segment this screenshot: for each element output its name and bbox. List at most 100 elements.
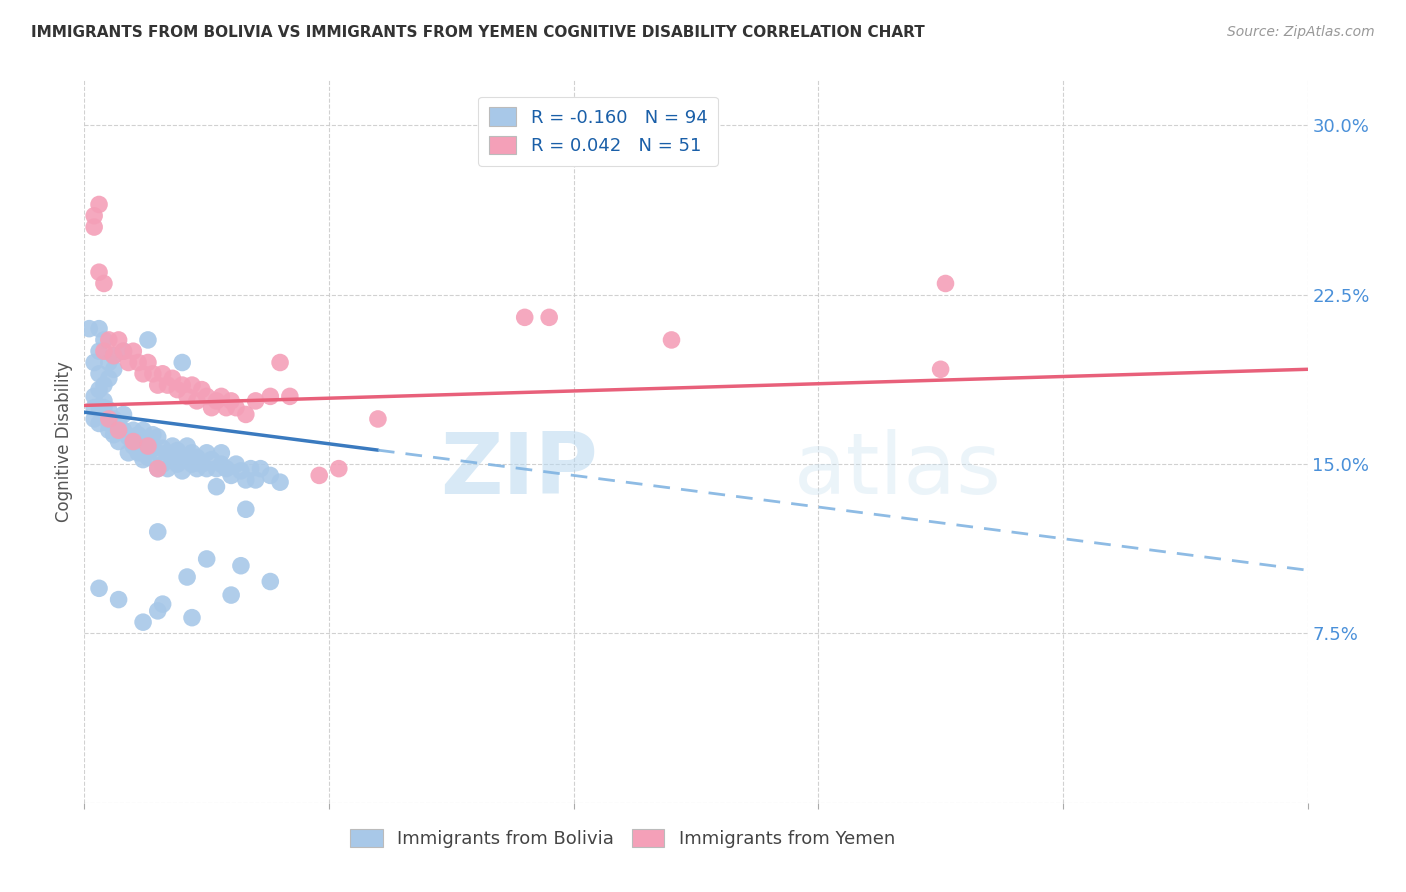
Point: [172, 450, 194, 465]
Point: [156, 446, 179, 460]
Point: [176, 389, 198, 403]
Point: [146, 378, 169, 392]
Point: [103, 412, 125, 426]
Point: [107, 592, 129, 607]
Point: [934, 277, 956, 291]
Legend: Immigrants from Bolivia, Immigrants from Yemen: Immigrants from Bolivia, Immigrants from…: [343, 822, 903, 855]
Point: [136, 450, 159, 465]
Point: [166, 383, 188, 397]
Point: [209, 457, 232, 471]
Point: [83, 412, 105, 426]
Point: [176, 570, 198, 584]
Point: [235, 473, 257, 487]
Point: [136, 439, 159, 453]
Point: [195, 461, 218, 475]
Point: [156, 378, 179, 392]
Point: [127, 355, 149, 369]
Point: [146, 430, 169, 444]
Point: [929, 362, 952, 376]
Point: [219, 468, 242, 483]
Point: [146, 461, 169, 475]
Point: [103, 362, 125, 376]
Point: [77, 321, 100, 335]
Point: [181, 610, 204, 624]
Point: [93, 408, 115, 422]
Point: [209, 446, 232, 460]
Point: [172, 464, 194, 478]
Point: [166, 443, 188, 458]
Point: [259, 574, 281, 589]
Point: [93, 344, 115, 359]
Point: [181, 446, 204, 460]
Point: [245, 473, 267, 487]
Point: [93, 277, 115, 291]
Point: [186, 461, 208, 475]
Point: [97, 371, 120, 385]
Point: [93, 333, 115, 347]
Point: [200, 452, 222, 467]
Point: [186, 393, 208, 408]
Point: [219, 588, 242, 602]
Point: [225, 401, 247, 415]
Point: [122, 423, 145, 437]
Point: [229, 558, 252, 573]
Point: [172, 378, 194, 392]
Point: [235, 408, 257, 422]
Point: [367, 412, 389, 426]
Point: [205, 480, 228, 494]
Point: [97, 417, 120, 431]
Point: [245, 393, 267, 408]
Point: [259, 389, 281, 403]
Point: [219, 393, 242, 408]
Point: [269, 475, 291, 490]
Point: [117, 355, 139, 369]
Point: [162, 439, 184, 453]
Point: [132, 615, 155, 630]
Point: [97, 355, 120, 369]
Point: [152, 457, 174, 471]
Point: [176, 439, 198, 453]
Point: [112, 344, 135, 359]
Point: [146, 461, 169, 475]
Point: [122, 434, 145, 449]
Point: [166, 457, 188, 471]
Point: [239, 461, 262, 475]
Point: [181, 378, 204, 392]
Point: [200, 401, 222, 415]
Point: [249, 461, 271, 475]
Point: [83, 401, 105, 415]
Point: [83, 220, 105, 235]
Point: [661, 333, 683, 347]
Point: [93, 401, 115, 415]
Point: [259, 468, 281, 483]
Point: [152, 597, 174, 611]
Point: [538, 310, 561, 325]
Point: [97, 423, 120, 437]
Point: [87, 265, 110, 279]
Point: [152, 442, 174, 456]
Point: [97, 333, 120, 347]
Point: [195, 446, 218, 460]
Point: [136, 434, 159, 449]
Point: [136, 333, 159, 347]
Point: [215, 401, 238, 415]
Point: [205, 461, 228, 475]
Point: [308, 468, 330, 483]
Point: [107, 434, 129, 449]
Point: [142, 367, 165, 381]
Point: [107, 333, 129, 347]
Point: [117, 446, 139, 460]
Point: [191, 383, 214, 397]
Point: [132, 452, 155, 467]
Point: [122, 344, 145, 359]
Point: [83, 209, 105, 223]
Point: [127, 446, 149, 460]
Point: [87, 401, 110, 415]
Text: atlas: atlas: [794, 429, 1002, 512]
Text: Source: ZipAtlas.com: Source: ZipAtlas.com: [1227, 25, 1375, 39]
Point: [215, 461, 238, 475]
Point: [229, 464, 252, 478]
Point: [142, 442, 165, 456]
Point: [132, 367, 155, 381]
Point: [195, 552, 218, 566]
